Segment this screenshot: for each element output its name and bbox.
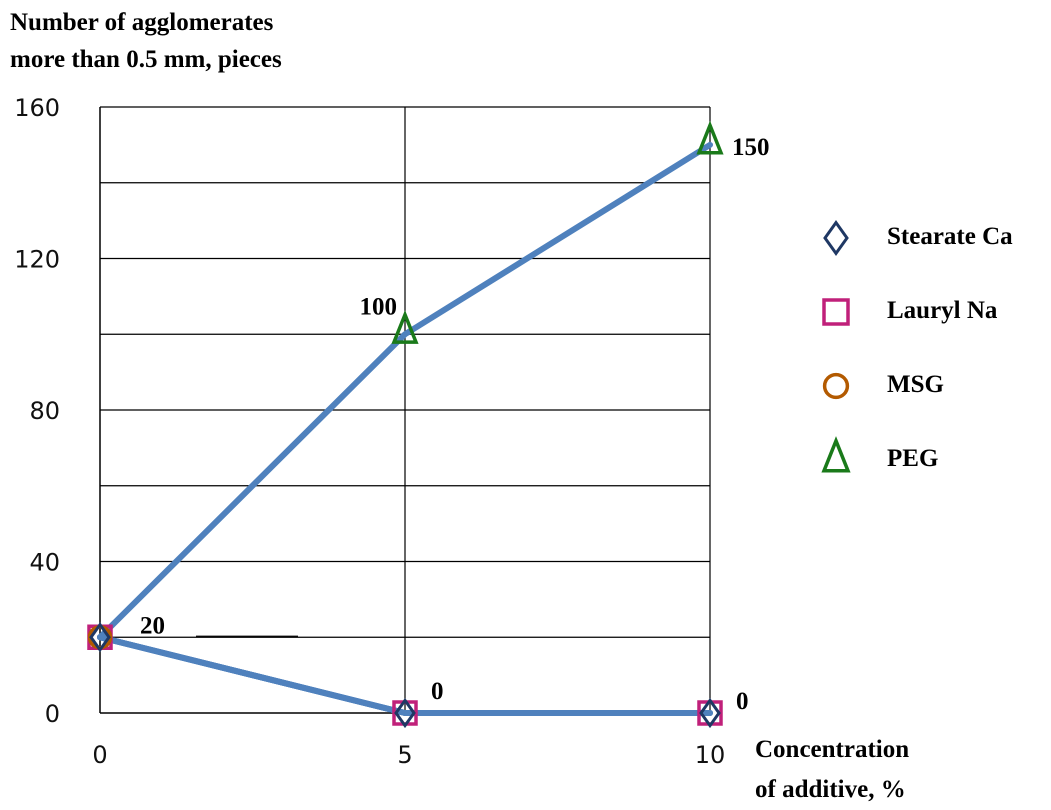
point-peg-10 <box>696 120 724 155</box>
y-tick-label: 160 <box>14 94 60 122</box>
legend-label-lauryl-na: Lauryl Na <box>887 297 998 324</box>
x-tick-label: 0 <box>92 741 107 769</box>
point-stearate-ca-5 <box>394 697 416 729</box>
data-label-3: 100 <box>360 293 398 320</box>
legend-label-peg: PEG <box>887 445 938 472</box>
data-label-1: 0 <box>431 678 444 705</box>
legend-marker-lauryl-na <box>822 298 850 326</box>
series-markers <box>87 120 724 729</box>
data-label-4: 150 <box>732 134 770 161</box>
x-tick-label: 5 <box>397 741 412 769</box>
data-label-2: 0 <box>736 688 749 715</box>
series-lines <box>97 141 713 716</box>
y-tick-label: 120 <box>14 246 60 274</box>
y-tick-label: 40 <box>29 549 60 577</box>
y-tick-label: 80 <box>29 397 60 425</box>
x-axis-title-line-2: of additive, % <box>755 776 906 803</box>
x-axis-title-line-1: Concentration <box>755 736 910 763</box>
point-stearate-ca-0 <box>89 622 111 653</box>
y-axis-title-line-2: more than 0.5 mm, pieces <box>10 46 282 73</box>
legend-marker-peg <box>821 436 851 473</box>
legend-label-msg: MSG <box>887 371 944 398</box>
legend-marker-stearate-ca <box>823 220 849 256</box>
point-peg-5 <box>391 309 419 344</box>
grid <box>100 106 711 713</box>
legend-marker-msg <box>822 372 850 400</box>
y-axis-title: Number of agglomerates more than 0.5 mm,… <box>10 4 282 78</box>
legend: Stearate Ca Lauryl Na MSG PEG <box>821 220 1013 473</box>
x-tick-label: 10 <box>695 741 726 769</box>
data-labels: 20 0 0 100 150 <box>140 134 770 715</box>
y-axis-title-line-1: Number of agglomerates <box>10 9 274 36</box>
series-line-msg <box>97 634 713 716</box>
tick-labels: 0 40 80 120 160 0 5 10 <box>14 94 725 769</box>
x-axis-title: Concentration of additive, % <box>755 730 909 810</box>
point-stearate-ca-10 <box>699 697 721 729</box>
y-tick-label: 0 <box>45 700 60 728</box>
legend-label-stearate-ca: Stearate Ca <box>887 223 1013 250</box>
data-label-0: 20 <box>140 612 165 639</box>
series-line-peg <box>97 141 713 641</box>
